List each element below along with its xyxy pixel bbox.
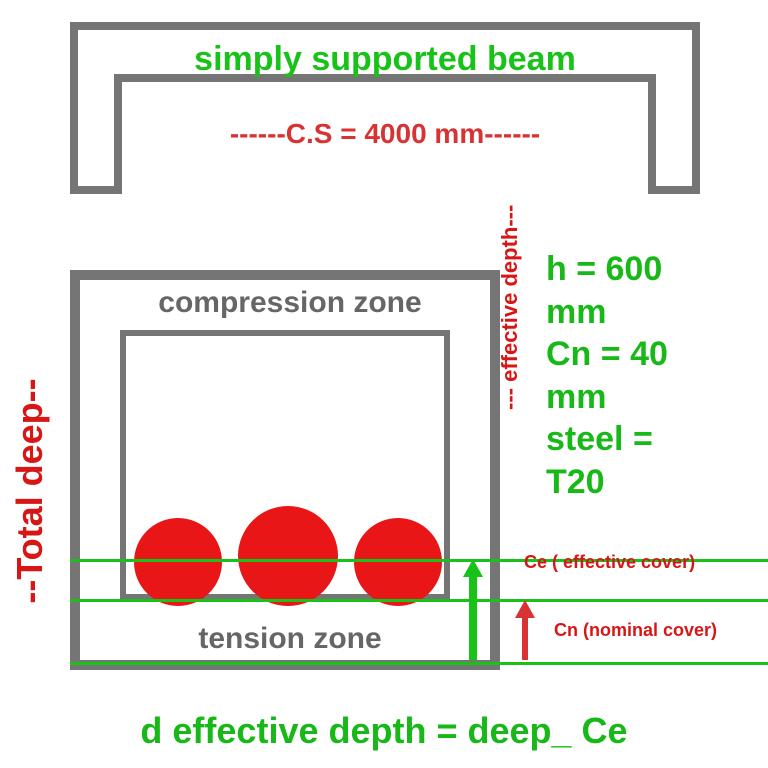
param-h2: mm — [546, 291, 668, 334]
parameters-block: h = 600 mm Cn = 40 mm steel = T20 — [546, 248, 668, 503]
reference-line — [70, 599, 768, 602]
green_up-arrow — [468, 559, 478, 660]
reference-line — [70, 662, 768, 665]
rebar — [354, 518, 442, 606]
ce-label: Ce ( effective cover) — [524, 552, 695, 573]
total-deep-label: --Total deep-- — [9, 378, 51, 603]
compression-zone-label: compression zone — [100, 286, 480, 320]
cn-label: Cn (nominal cover) — [554, 620, 717, 641]
beam-elevation: simply supported beam ------C.S = 4000 m… — [70, 22, 700, 222]
red_up-arrow — [520, 600, 530, 660]
param-cn2: mm — [546, 376, 668, 419]
param-h1: h = 600 — [546, 248, 668, 291]
param-steel2: T20 — [546, 461, 668, 504]
param-steel1: steel = — [546, 418, 668, 461]
tension-zone-label: tension zone — [100, 622, 480, 656]
param-cn1: Cn = 40 — [546, 333, 668, 376]
beam-title: simply supported beam — [78, 40, 692, 79]
beam-top-rect: simply supported beam — [70, 22, 700, 82]
beam-span-label: ------C.S = 4000 mm------ — [70, 118, 700, 150]
effective-depth-side-label: --- effective depth--- — [497, 205, 523, 410]
formula-label: d effective depth = deep_ Ce — [0, 710, 768, 752]
rebar — [134, 518, 222, 606]
rebar — [238, 506, 338, 606]
